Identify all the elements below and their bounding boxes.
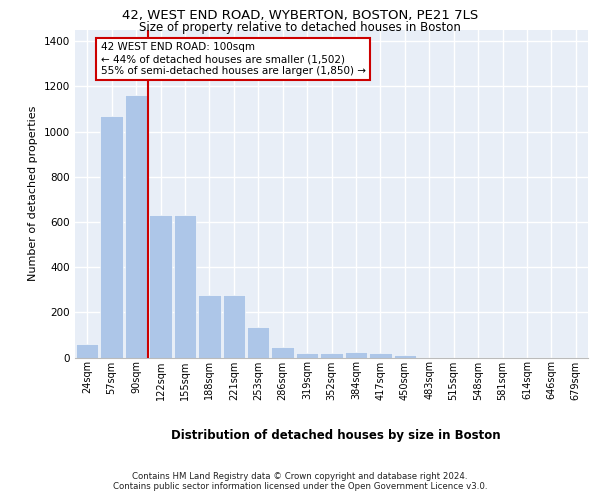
Bar xyxy=(223,296,245,358)
Bar xyxy=(76,344,98,358)
Bar xyxy=(149,215,172,358)
Bar xyxy=(394,355,416,358)
Bar xyxy=(344,352,367,358)
Bar xyxy=(100,116,123,358)
Bar xyxy=(247,327,269,358)
Bar xyxy=(296,352,319,358)
Text: 42, WEST END ROAD, WYBERTON, BOSTON, PE21 7LS: 42, WEST END ROAD, WYBERTON, BOSTON, PE2… xyxy=(122,9,478,22)
Bar xyxy=(125,95,148,357)
Bar xyxy=(320,352,343,358)
Bar xyxy=(198,294,221,358)
Text: Contains HM Land Registry data © Crown copyright and database right 2024.
Contai: Contains HM Land Registry data © Crown c… xyxy=(113,472,487,491)
Text: 42 WEST END ROAD: 100sqm
← 44% of detached houses are smaller (1,502)
55% of sem: 42 WEST END ROAD: 100sqm ← 44% of detach… xyxy=(101,42,365,76)
Y-axis label: Number of detached properties: Number of detached properties xyxy=(28,106,38,282)
Bar xyxy=(271,347,294,358)
Bar xyxy=(173,215,196,358)
Text: Distribution of detached houses by size in Boston: Distribution of detached houses by size … xyxy=(171,430,501,442)
Bar xyxy=(369,354,392,358)
Text: Size of property relative to detached houses in Boston: Size of property relative to detached ho… xyxy=(139,21,461,34)
